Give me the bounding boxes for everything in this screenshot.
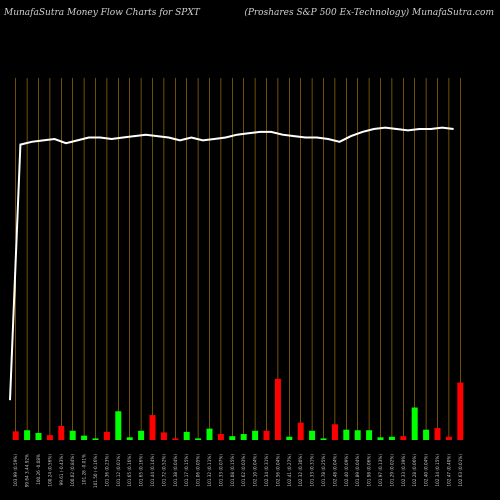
money-flow-bar bbox=[69, 430, 76, 440]
money-flow-bar bbox=[354, 430, 361, 440]
x-tick-label: 102.41 (0.27%) bbox=[287, 454, 292, 487]
money-flow-bar bbox=[286, 436, 293, 440]
x-tick-label: 99.61 (-0.43%) bbox=[59, 454, 64, 486]
x-tick-label: 101.44 (0.14%) bbox=[150, 454, 155, 487]
x-tick-label: 102.63 (0.01%) bbox=[458, 454, 463, 487]
money-flow-bar bbox=[46, 435, 53, 440]
money-flow-bar bbox=[331, 424, 338, 440]
money-flow-bar bbox=[343, 429, 350, 440]
x-tick-label: 101.36 (0.23%) bbox=[104, 454, 109, 487]
x-tick-label: 102.40 (0.04%) bbox=[424, 454, 429, 487]
x-tick-label: 101.65 (0.16%) bbox=[139, 454, 144, 487]
money-flow-bar bbox=[297, 422, 304, 440]
money-flow-bar bbox=[252, 430, 259, 440]
x-tick-label: 101.97 (0.13%) bbox=[378, 454, 383, 487]
money-flow-bars bbox=[12, 378, 464, 440]
money-flow-bar bbox=[445, 436, 452, 440]
x-tick-label: 101.50 (-0.16%) bbox=[93, 454, 98, 488]
x-tick-label: 101.98 (0.06%) bbox=[367, 454, 372, 487]
money-flow-bar bbox=[115, 411, 122, 440]
price-line bbox=[9, 126, 454, 401]
money-flow-bar bbox=[138, 430, 145, 440]
money-flow-bar bbox=[103, 431, 110, 440]
money-flow-bar bbox=[400, 436, 407, 440]
x-tick-label: 101.89 (0.04%) bbox=[355, 454, 360, 487]
x-tick-label: 101.28 -0.01% bbox=[82, 454, 87, 485]
x-tick-label: 101.06 (0.05%) bbox=[196, 454, 201, 487]
x-tick-label: 99.64 3.44.92% bbox=[25, 454, 30, 487]
money-flow-bar bbox=[92, 438, 99, 440]
x-tick-label: 101.78 (0.25%) bbox=[321, 454, 326, 487]
x-tick-label: 101.33 (0.07%) bbox=[218, 454, 223, 487]
money-flow-bar bbox=[217, 434, 224, 440]
money-flow-bar bbox=[172, 438, 179, 440]
money-flow-bar bbox=[206, 428, 213, 440]
x-tick-label: 101.17 (0.15%) bbox=[184, 454, 189, 487]
money-flow-bar bbox=[24, 430, 31, 440]
chart-subtitle: (Proshares S&P 500 Ex-Technology) Munafa… bbox=[244, 8, 494, 18]
money-flow-bar bbox=[229, 436, 236, 440]
x-tick-label: 102.48 (0.04%) bbox=[332, 454, 337, 487]
x-tick-labels: 103.99 (0.59%) 99.64 3.44.92% 100.26 -0.08… bbox=[13, 454, 463, 488]
money-flow-bar bbox=[320, 438, 327, 440]
money-flow-bar bbox=[35, 432, 42, 440]
x-tick-label: 102.34 (0.15%) bbox=[435, 454, 440, 487]
money-flow-bar bbox=[240, 434, 247, 440]
x-tick-label: 102.34 (0.31%) bbox=[264, 454, 269, 487]
x-tick-label: 101.12 (0.01%) bbox=[116, 454, 121, 487]
money-flow-bar bbox=[81, 435, 88, 440]
money-flow-bar bbox=[274, 378, 281, 440]
x-tick-label: 100.02 (0.84%) bbox=[70, 454, 75, 487]
x-tick-label: 100.26 -0.08% bbox=[36, 454, 41, 485]
x-tick-label: 101.33 (0.31%) bbox=[310, 454, 315, 487]
grid-lines bbox=[15, 78, 461, 440]
money-flow-bar bbox=[457, 382, 464, 440]
x-tick-label: 103.99 (0.59%) bbox=[13, 454, 18, 487]
x-tick-label: 102.33 (0.39%) bbox=[401, 454, 406, 487]
money-flow-bar bbox=[263, 430, 270, 440]
money-flow-bar bbox=[377, 437, 384, 440]
money-flow-bar bbox=[411, 407, 418, 440]
money-flow-bar bbox=[309, 430, 316, 440]
money-flow-bar bbox=[149, 415, 156, 440]
x-tick-label: 101.62 (0.03%) bbox=[241, 454, 246, 487]
money-flow-bar bbox=[434, 428, 441, 440]
x-tick-label: 101.32 (0.11%) bbox=[207, 454, 212, 487]
x-tick-label: 100.24 (0.56%) bbox=[47, 454, 52, 487]
x-tick-label: 101.65 (0.16%) bbox=[127, 454, 132, 487]
money-flow-bar bbox=[12, 431, 19, 440]
money-flow-bar bbox=[388, 436, 395, 440]
x-tick-label: 102.10 (0.04%) bbox=[253, 454, 258, 487]
x-tick-label: 102.56 (0.04%) bbox=[275, 454, 280, 487]
money-flow-bar bbox=[160, 432, 167, 440]
chart-title: MunafaSutra Money Flow Charts for SPXT bbox=[4, 8, 200, 18]
x-tick-label: 102.47 (0.40%) bbox=[446, 454, 451, 487]
money-flow-bar bbox=[195, 438, 202, 440]
money-flow-bar bbox=[126, 437, 133, 440]
money-flow-bar bbox=[423, 429, 430, 440]
x-tick-label: 102.40 (0.09%) bbox=[344, 454, 349, 487]
money-flow-bar bbox=[366, 430, 373, 440]
x-tick-label: 102.32 (0.30%) bbox=[298, 454, 303, 487]
money-flow-bar bbox=[183, 431, 190, 440]
x-tick-label: 101.08 (0.15%) bbox=[230, 454, 235, 487]
x-tick-label: 102.28 (0.06%) bbox=[412, 454, 417, 487]
x-tick-label: 101.72 (0.52%) bbox=[161, 454, 166, 487]
x-tick-label: 101.29 (0.02%) bbox=[389, 454, 394, 487]
x-tick-label: 101.38 (0.04%) bbox=[173, 454, 178, 487]
money-flow-bar bbox=[58, 425, 65, 440]
